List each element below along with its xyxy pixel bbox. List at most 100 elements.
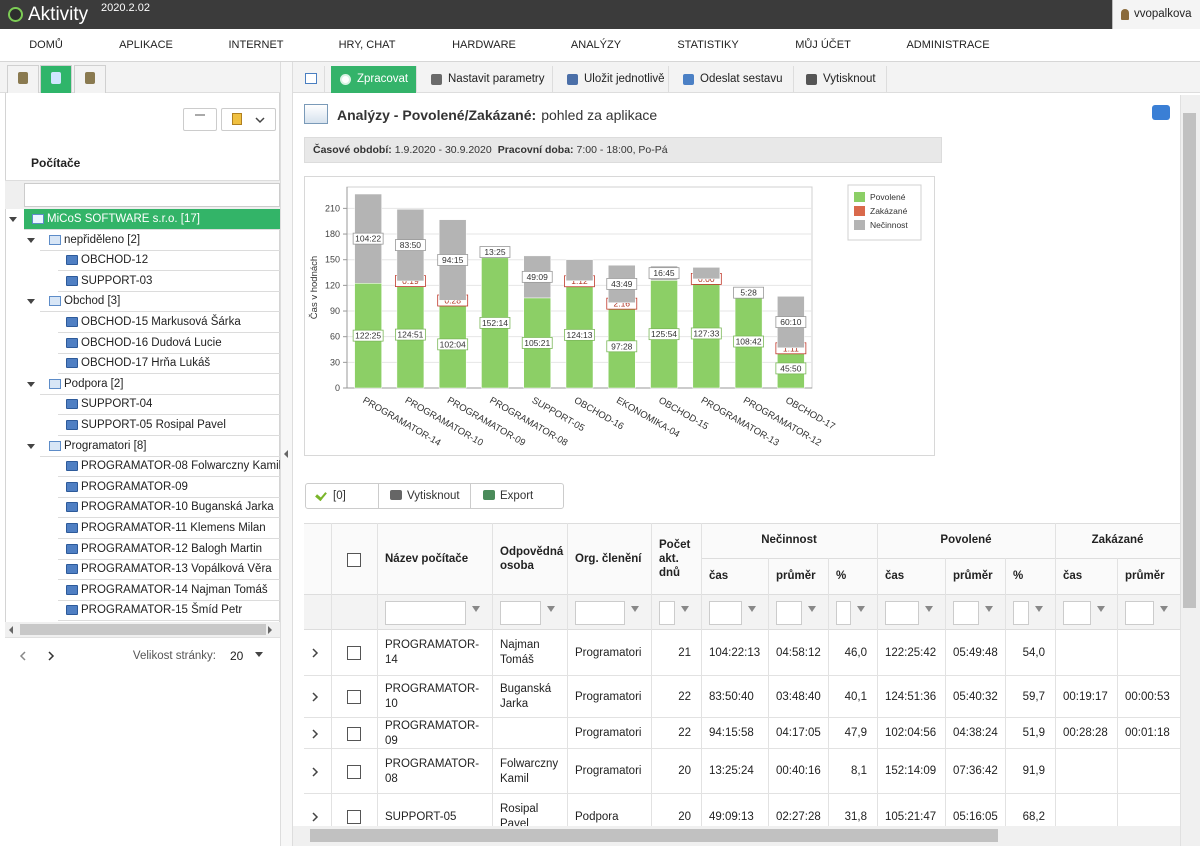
tree-label[interactable]: PROGRAMATOR-11 Klemens Milan <box>81 518 266 539</box>
filter-input[interactable] <box>500 601 541 625</box>
select-button[interactable]: [0] <box>333 483 346 509</box>
nav-item[interactable]: HARDWARE <box>424 29 544 61</box>
tree-label[interactable]: OBCHOD-12 <box>81 250 148 271</box>
sub-header[interactable]: průměr <box>953 558 1003 595</box>
computer-icon <box>66 585 78 595</box>
row-checkbox[interactable] <box>347 727 361 741</box>
row-checkbox[interactable] <box>347 690 361 704</box>
chevron-icon[interactable] <box>310 691 320 703</box>
filter-input[interactable] <box>836 601 851 625</box>
sub-header[interactable]: % <box>836 558 875 595</box>
filter-icon[interactable] <box>1097 606 1105 612</box>
tree-label[interactable]: nepřiděleno [2] <box>64 230 140 251</box>
tree-options-button[interactable] <box>221 108 276 131</box>
tree-label[interactable]: PROGRAMATOR-14 Najman Tomáš <box>81 580 268 601</box>
tree-label[interactable]: PROGRAMATOR-13 Vopálková Věra <box>81 559 272 580</box>
filter-input[interactable] <box>1125 601 1154 625</box>
column-header[interactable]: Odpovědná osoba <box>500 523 563 595</box>
table-cell: Programatori <box>575 749 641 794</box>
filter-input[interactable] <box>1013 601 1029 625</box>
filter-icon[interactable] <box>1035 606 1043 612</box>
header-checkbox[interactable] <box>347 553 361 567</box>
chevron-icon[interactable] <box>310 647 320 659</box>
sub-header[interactable]: % <box>1013 558 1053 595</box>
v-scrollbar-thumb[interactable] <box>1183 113 1196 608</box>
row-checkbox[interactable] <box>347 810 361 824</box>
value-label: 94:15 <box>442 255 464 265</box>
tree-label[interactable]: OBCHOD-15 Markusová Šárka <box>81 312 241 333</box>
filter-input[interactable] <box>575 601 625 625</box>
filter-icon[interactable] <box>857 606 865 612</box>
tree-label[interactable]: MiCoS SOFTWARE s.r.o. [17] <box>47 209 200 230</box>
tree-label[interactable]: PROGRAMATOR-09 <box>81 477 188 498</box>
row-checkbox[interactable] <box>347 646 361 660</box>
filter-icon[interactable] <box>808 606 816 612</box>
tree-label[interactable]: SUPPORT-03 <box>81 271 152 292</box>
tree-label[interactable]: PROGRAMATOR-08 Folwarczny Kamil <box>81 456 281 477</box>
toolbar-label[interactable]: Nastavit parametry <box>448 66 545 93</box>
table-cell: 68,2 <box>1013 794 1045 826</box>
sub-header[interactable]: čas <box>1063 558 1115 595</box>
nav-item[interactable]: INTERNET <box>196 29 316 61</box>
tree-label[interactable]: Obchod [3] <box>64 291 120 312</box>
chevron-icon[interactable] <box>310 728 320 740</box>
nav-item[interactable]: APLIKACE <box>86 29 206 61</box>
sub-header[interactable]: průměr <box>776 558 826 595</box>
tree-label[interactable]: SUPPORT-04 <box>81 394 152 415</box>
nav-item[interactable]: STATISTIKY <box>648 29 768 61</box>
user-name[interactable]: vvopalkova <box>1134 0 1192 29</box>
table-cell: 40,1 <box>836 676 867 718</box>
export-button[interactable]: Export <box>500 483 533 509</box>
tree-label[interactable]: Podpora [2] <box>64 374 123 395</box>
tree-label[interactable]: Programatori [8] <box>64 436 146 457</box>
row-checkbox[interactable] <box>347 765 361 779</box>
nav-item[interactable]: MŮJ ÚČET <box>763 29 883 61</box>
sub-header[interactable]: čas <box>709 558 766 595</box>
column-header[interactable]: Název počítače <box>385 523 488 595</box>
tree-label[interactable]: PROGRAMATOR-15 Šmíd Petr <box>81 600 242 621</box>
sub-header[interactable]: průměr <box>1125 558 1178 595</box>
filter-icon[interactable] <box>547 606 555 612</box>
tree-label[interactable]: SUPPORT-05 Rosipal Pavel <box>81 415 226 436</box>
nav-item[interactable]: HRY, CHAT <box>307 29 427 61</box>
filter-icon[interactable] <box>681 606 689 612</box>
filter-icon[interactable] <box>472 606 480 612</box>
page-size[interactable]: 20 <box>230 645 250 667</box>
tree-filter-input[interactable] <box>24 183 280 207</box>
filter-icon[interactable] <box>631 606 639 612</box>
tree-label[interactable]: PROGRAMATOR-12 Balogh Martin <box>81 539 262 560</box>
sub-header[interactable]: čas <box>885 558 943 595</box>
tree-label[interactable]: OBCHOD-16 Dudová Lucie <box>81 333 222 354</box>
toolbar-label[interactable]: Odeslat sestavu <box>700 66 782 93</box>
filter-input[interactable] <box>1063 601 1091 625</box>
h-scrollbar-thumb[interactable] <box>310 829 998 842</box>
chevron-icon[interactable] <box>310 811 320 823</box>
filter-icon[interactable] <box>925 606 933 612</box>
filter-input[interactable] <box>953 601 979 625</box>
print-button[interactable]: Vytisknout <box>407 483 460 509</box>
filter-input[interactable] <box>385 601 466 625</box>
toolbar-label[interactable]: Vytisknout <box>823 66 876 93</box>
caret-icon <box>255 652 263 657</box>
toolbar-label[interactable]: Zpracovat <box>357 66 408 93</box>
column-header[interactable]: Org. členění <box>575 523 647 595</box>
nav-item[interactable]: ANALÝZY <box>536 29 656 61</box>
filter-icon[interactable] <box>748 606 756 612</box>
filter-input[interactable] <box>776 601 802 625</box>
filter-input[interactable] <box>709 601 742 625</box>
filter-icon[interactable] <box>985 606 993 612</box>
filter-input[interactable] <box>659 601 675 625</box>
chevron-icon[interactable] <box>46 650 56 662</box>
column-header[interactable]: Počet akt. dnů <box>659 523 697 595</box>
filter-input[interactable] <box>885 601 919 625</box>
filter-icon[interactable] <box>1160 606 1168 612</box>
toolbar-label[interactable]: Uložit jednotlivě <box>584 66 665 93</box>
nav-item[interactable]: ADMINISTRACE <box>888 29 1008 61</box>
chevron-icon[interactable] <box>255 114 265 126</box>
help-button[interactable] <box>1152 105 1170 120</box>
tree-label[interactable]: OBCHOD-17 Hrňa Lukáš <box>81 353 210 374</box>
chevron-icon[interactable] <box>18 650 28 662</box>
chevron-icon[interactable] <box>310 766 320 778</box>
table-cell: 05:49:48 <box>953 630 995 676</box>
tree-label[interactable]: PROGRAMATOR-10 Buganská Jarka <box>81 497 274 518</box>
